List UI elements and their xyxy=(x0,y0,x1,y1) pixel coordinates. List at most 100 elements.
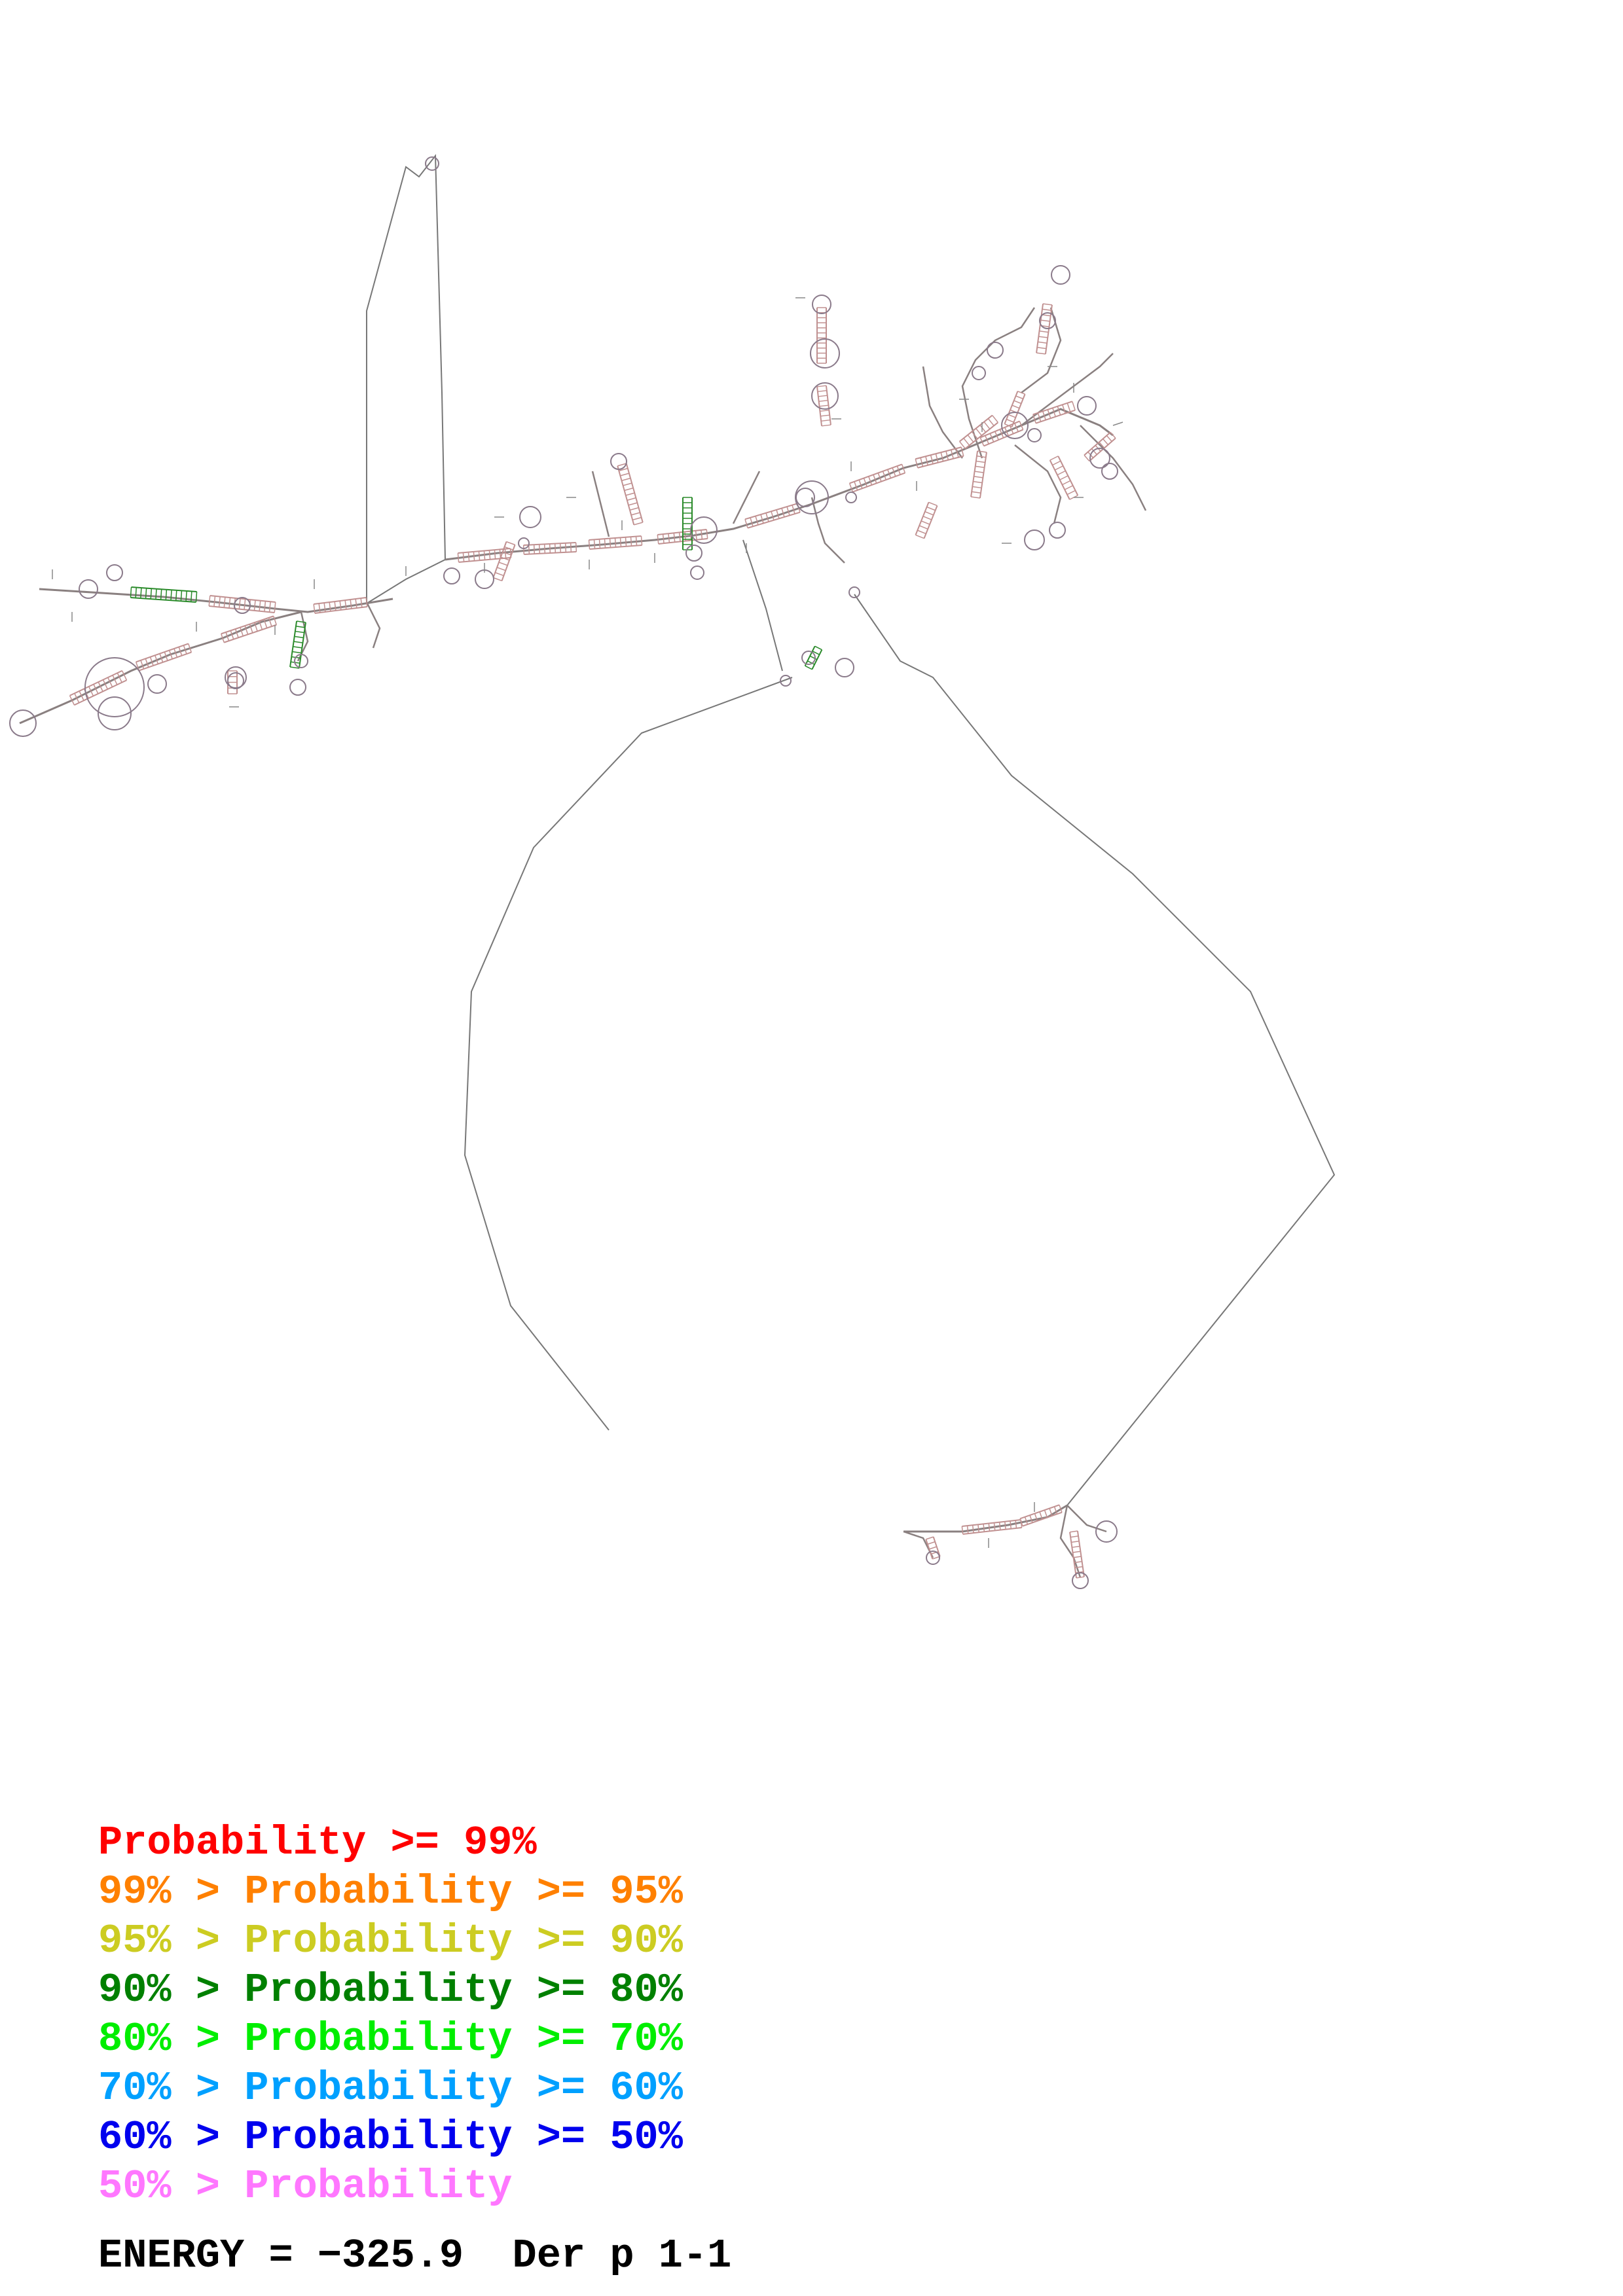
helix-strand xyxy=(138,651,192,672)
base-pair xyxy=(896,465,901,475)
base-pair xyxy=(473,551,475,561)
base-pair xyxy=(812,651,820,655)
base-pair xyxy=(155,655,159,664)
helix-strand xyxy=(221,615,274,635)
base-pair xyxy=(928,501,938,507)
loop xyxy=(1051,265,1070,285)
base-pair xyxy=(500,556,510,561)
base-pair xyxy=(814,645,822,651)
base-pair xyxy=(819,404,829,407)
base-pair xyxy=(289,666,300,669)
base-pair xyxy=(977,450,987,453)
base-pair xyxy=(858,479,863,489)
base-pair xyxy=(930,455,934,464)
base-pair xyxy=(1044,1509,1048,1518)
legend-row-1: Probability >= 99% xyxy=(98,1823,537,1863)
loop xyxy=(610,453,627,470)
branch-stem xyxy=(1021,307,1062,393)
base-pair xyxy=(295,626,305,628)
base-pair xyxy=(145,658,149,668)
base-pair xyxy=(355,598,357,609)
base-pair xyxy=(854,481,858,491)
base-pair xyxy=(502,551,512,556)
branch-stem xyxy=(811,497,845,564)
base-pair xyxy=(972,486,982,489)
loop xyxy=(289,679,306,696)
helix-strand xyxy=(74,679,127,706)
branch-stem xyxy=(732,471,761,524)
base-pair xyxy=(1040,319,1050,322)
base-pair xyxy=(989,433,994,442)
legend-row-3-prefix: 95% > xyxy=(98,1918,245,1964)
backbone-trunk xyxy=(445,503,812,561)
base-pair xyxy=(976,456,986,458)
base-pair xyxy=(1052,408,1056,417)
base-pair xyxy=(1106,435,1112,442)
base-pair xyxy=(1057,406,1061,416)
base-pair xyxy=(1017,391,1025,395)
helix-strand xyxy=(289,620,298,668)
base-pair xyxy=(1062,404,1066,414)
helix-strand xyxy=(492,541,507,578)
legend-row-5-prefix: 80% > xyxy=(98,2016,245,2062)
base-pair xyxy=(263,619,268,628)
loop xyxy=(795,488,815,507)
base-pair xyxy=(974,476,983,478)
base-pair xyxy=(159,653,164,663)
legend-row-7: 60% > Probability >= 50% xyxy=(98,2117,683,2158)
base-pair xyxy=(915,534,924,539)
base-pair xyxy=(273,616,277,625)
base-pair xyxy=(805,665,812,670)
loop xyxy=(1077,396,1097,416)
legend-row-8: 50% > Probability xyxy=(98,2166,513,2207)
base-pair xyxy=(873,474,877,484)
branch-stem xyxy=(365,601,381,649)
base-pair xyxy=(249,624,253,634)
base-pair xyxy=(228,598,231,609)
base-pair xyxy=(662,534,665,544)
helix-strand xyxy=(210,595,276,603)
base-pair xyxy=(1014,423,1019,432)
base-pair xyxy=(160,589,162,600)
base-pair xyxy=(208,595,211,607)
base-pair xyxy=(1042,308,1051,312)
base-pair xyxy=(1037,346,1047,350)
base-pair xyxy=(1015,1520,1017,1528)
base-pair xyxy=(259,600,261,611)
base-pair xyxy=(901,464,906,473)
helix-strand xyxy=(962,1526,1022,1535)
base-pair xyxy=(657,534,659,545)
base-pair xyxy=(488,550,491,560)
loop xyxy=(79,579,98,599)
base-pair xyxy=(549,543,551,554)
base-pair xyxy=(112,675,118,685)
base-pair xyxy=(627,497,636,501)
base-pair xyxy=(863,478,867,487)
loop xyxy=(690,516,718,544)
base-pair xyxy=(268,617,272,627)
base-pair xyxy=(915,459,919,468)
loop xyxy=(106,564,123,581)
base-pair xyxy=(820,414,830,417)
base-pair xyxy=(922,516,932,520)
base-pair xyxy=(93,684,99,694)
footer-spacer xyxy=(464,2233,512,2279)
base-pair xyxy=(495,572,504,577)
loop xyxy=(84,657,145,717)
base-pair xyxy=(183,645,187,655)
loop xyxy=(1072,1572,1089,1589)
base-pair xyxy=(701,529,703,539)
base-pair xyxy=(225,632,230,641)
base-pair xyxy=(323,602,326,613)
base-pair xyxy=(624,487,634,492)
loop xyxy=(294,654,308,668)
base-pair xyxy=(1059,1505,1063,1513)
base-pair xyxy=(318,603,321,613)
base-pair xyxy=(494,550,496,560)
base-pair xyxy=(1074,1561,1082,1564)
base-pair xyxy=(619,537,622,547)
base-pair xyxy=(960,447,964,456)
base-pair xyxy=(253,600,256,611)
base-pair xyxy=(1073,1556,1082,1558)
base-pair xyxy=(821,424,831,427)
